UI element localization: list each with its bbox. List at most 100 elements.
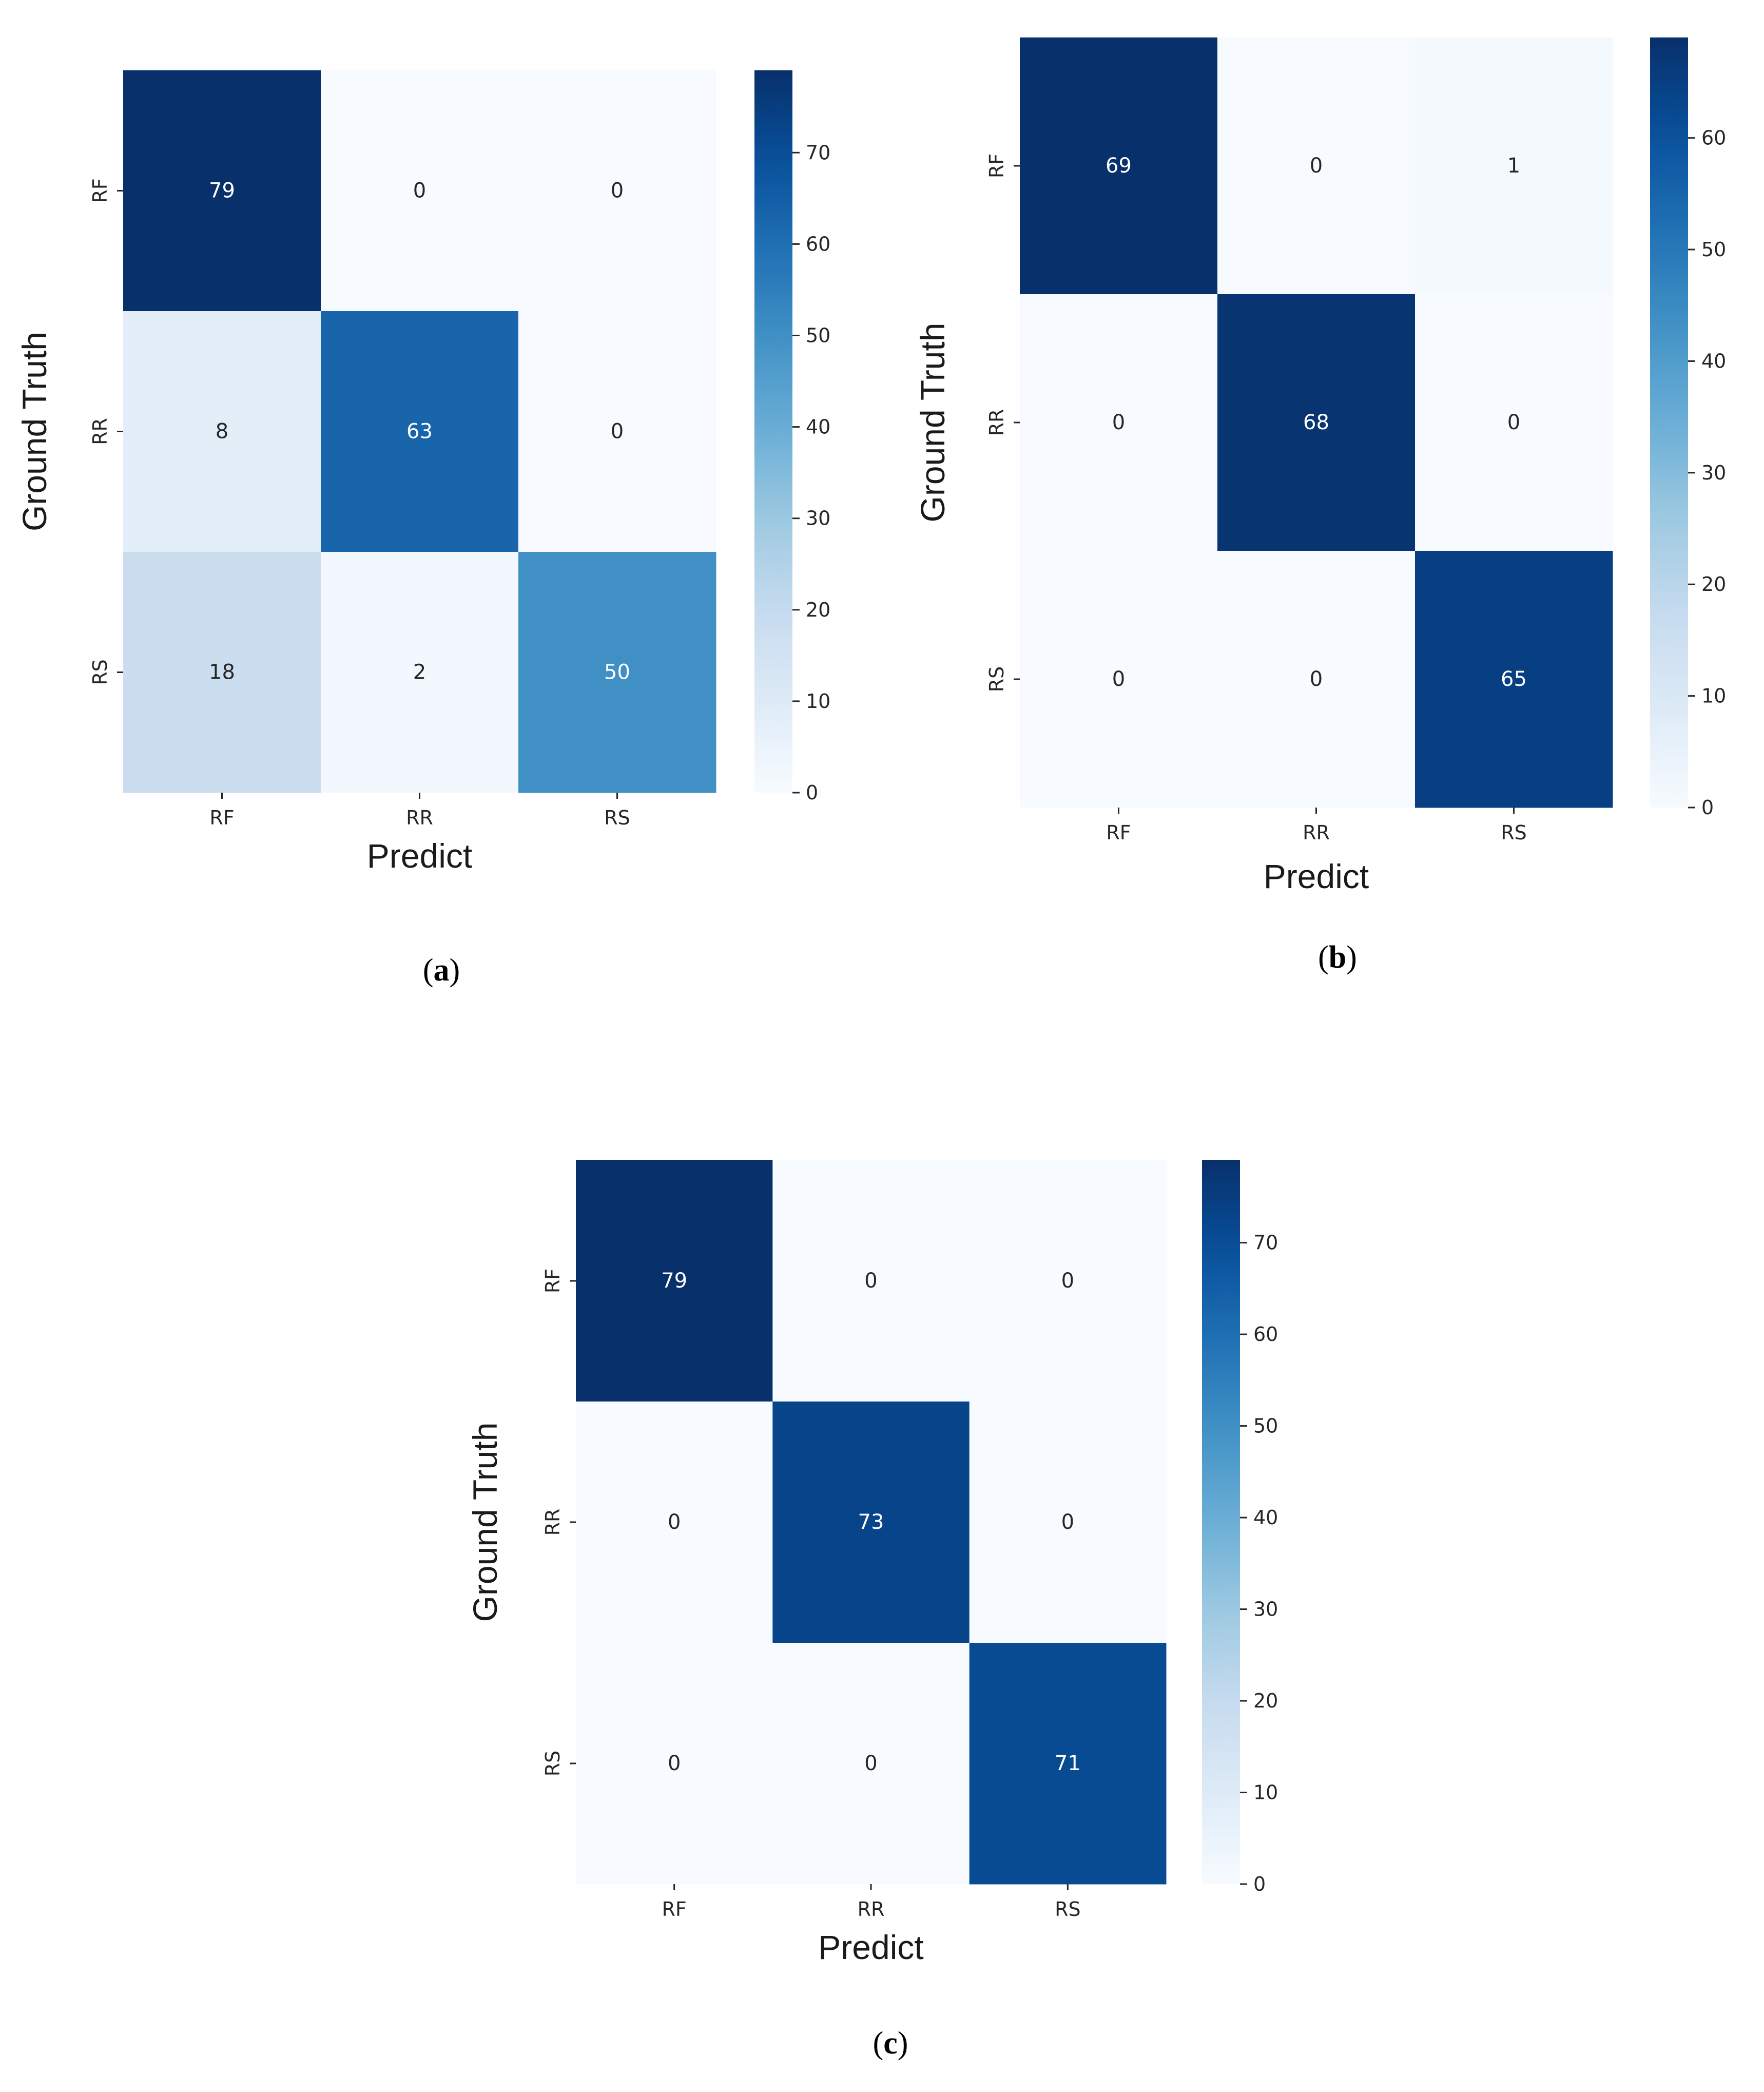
colorbar-tick-label: 0 [806,781,818,804]
cell-value-label: 1 [1507,154,1520,178]
cell-value-label: 0 [1061,1510,1074,1534]
colorbar-tick-label: 40 [1253,1506,1278,1529]
cell-value-label: 68 [1303,411,1329,434]
cell-value-label: 69 [1106,154,1132,178]
cell-value-label: 0 [864,1269,877,1293]
y-tick-label: RS [89,659,111,685]
heatmap-cell [321,552,519,793]
y-tick-label: RF [985,153,1008,178]
x-tick-label: RR [406,807,433,829]
colorbar-tick-label: 0 [1701,796,1714,819]
cell-value-label: 0 [1112,411,1125,434]
cell-value-label: 71 [1055,1752,1081,1775]
colorbar-tick-label: 30 [1253,1598,1278,1621]
colorbar-tick-label: 0 [1253,1873,1266,1895]
x-tick-label: RR [1303,821,1330,844]
heatmap-cell [1217,551,1416,808]
heatmap-cell [1020,294,1218,551]
heatmap-cell [969,1643,1167,1885]
colorbar-tick-label: 40 [1701,350,1726,372]
colorbar-tick-label: 70 [806,141,830,164]
heatmap-cell [518,311,716,552]
heatmap-cell [576,1160,773,1402]
x-axis-title: Predict [1264,857,1369,895]
heatmap-cell [1415,294,1613,551]
heatmap-panel-a: 79 0 0 8 63 0 18 2 50 RF RR RS RF RR RS Predict Ground T… [15,70,830,988]
heatmap-cell [321,311,519,552]
x-tick-label: RF [662,1898,687,1921]
colorbar-tick-label: 30 [1701,462,1726,484]
colorbar-tick-label: 30 [806,507,830,530]
x-axis-title: Predict [818,1928,923,1966]
colorbar-tick-label: 40 [806,416,830,438]
colorbar-tick-label: 10 [806,690,830,713]
cell-value-label: 0 [1112,667,1125,691]
y-tick-label: RF [89,178,111,203]
cell-value-label: 0 [1310,667,1323,691]
cell-value-label: 0 [1310,154,1323,178]
cell-value-label: 50 [604,661,630,684]
heatmap-cell [123,70,321,312]
colorbar-tick-label: 60 [1253,1323,1278,1346]
colorbar-tick-label: 20 [1253,1690,1278,1712]
cell-value-label: 0 [611,179,624,203]
colorbar-tick-label: 60 [806,233,830,255]
panel-caption-letter: a [434,953,450,988]
x-tick-label: RR [858,1898,885,1921]
heatmap-cell [772,1160,970,1402]
x-tick-label: RS [1501,821,1527,844]
cell-value-label: 0 [413,179,426,203]
colorbar [1650,37,1688,808]
panel-caption-letter: c [883,2026,898,2061]
y-axis-title: Ground Truth [466,1423,504,1622]
heatmap-cell [1217,294,1416,551]
heatmap-cell [969,1402,1167,1643]
heatmap-cell [518,70,716,312]
cell-value-label: 2 [413,661,426,684]
panel-caption: (b) [1318,940,1357,975]
colorbar-tick-label: 70 [1253,1232,1278,1254]
x-tick-label: RF [1106,821,1131,844]
cell-value-label: 73 [858,1510,884,1534]
x-axis-title: Predict [367,837,472,875]
panel-caption: (c) [873,2026,908,2061]
y-axis-title: Ground Truth [15,332,53,531]
colorbar-tick-label: 20 [1701,573,1726,596]
cell-value-label: 79 [209,179,235,203]
colorbar-tick-label: 10 [1701,685,1726,707]
heatmap-cell [1217,37,1416,295]
colorbar-tick-label: 20 [806,599,830,621]
x-tick-label: RS [604,807,630,829]
colorbar-tick-label: 10 [1253,1781,1278,1804]
y-tick-label: RS [541,1751,564,1777]
heatmap-cell [576,1643,773,1885]
colorbar-tick-label: 50 [806,324,830,347]
heatmap-cell [969,1160,1167,1402]
colorbar [1202,1160,1240,1884]
cell-value-label: 63 [406,420,433,444]
heatmap-panel-c: 79 0 0 0 73 0 0 0 71 RF RR RS RF RR RS Predict Ground Tr… [466,1160,1278,2061]
cell-value-label: 0 [668,1510,681,1534]
heatmap-cell [123,552,321,793]
panel-caption-letter: b [1329,940,1346,975]
heatmap-cell [321,70,519,312]
heatmap-cell [123,311,321,552]
colorbar-tick-label: 60 [1701,127,1726,149]
heatmap-cell [1415,37,1613,295]
cell-value-label: 8 [216,420,228,444]
cell-value-label: 0 [611,420,624,444]
cell-value-label: 0 [1061,1269,1074,1293]
x-tick-label: RS [1055,1898,1081,1921]
y-tick-label: RR [89,418,111,445]
heatmap-cell [772,1402,970,1643]
heatmap-cell [1415,551,1613,808]
colorbar-tick-label: 50 [1253,1415,1278,1437]
heatmap-cell [772,1643,970,1885]
colorbar-tick-label: 50 [1701,238,1726,261]
y-tick-label: RF [541,1269,564,1293]
heatmap-cell [1020,551,1218,808]
cell-value-label: 79 [661,1269,687,1293]
heatmap-cell [1020,37,1218,295]
